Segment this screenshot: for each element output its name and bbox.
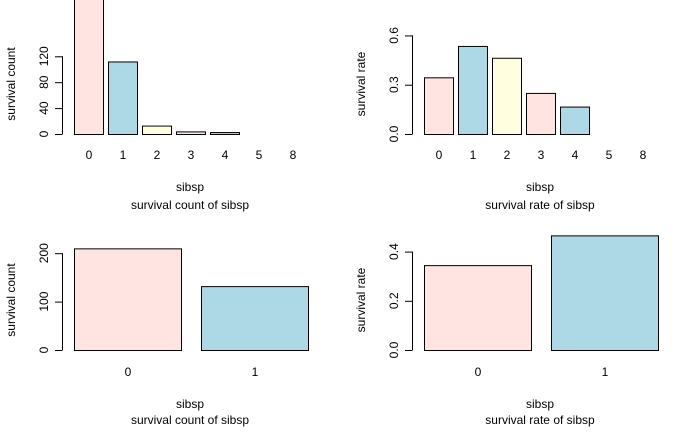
bar-0: [424, 265, 532, 352]
chart-panel-3: 0 1 0 100 200 survival count sibsp survival cou…: [4, 243, 309, 427]
x-tick-label: 0: [125, 365, 132, 379]
bar-1: [201, 286, 309, 351]
chart-title: survival count of sibsp: [131, 413, 249, 427]
x-axis-label: sibsp: [176, 180, 204, 194]
y-tick-label: 0.2: [387, 292, 401, 309]
x-axis-label: sibsp: [526, 180, 554, 194]
y-axis-label: survival rate: [354, 51, 368, 116]
y-tick-label: 80: [37, 75, 51, 89]
bar-0: [74, 0, 104, 135]
chart-title: survival rate of sibsp: [485, 413, 595, 427]
y-tick-label: 0.0: [387, 341, 401, 358]
x-axis-label: sibsp: [526, 397, 554, 411]
bar-1: [458, 45, 488, 135]
y-tick-label: 0.3: [387, 76, 401, 93]
x-tick-label: 5: [606, 148, 613, 162]
bar-0: [424, 77, 454, 135]
x-tick-label: 1: [602, 365, 609, 379]
y-tick-label: 0: [37, 130, 51, 137]
y-tick-label: 200: [37, 243, 51, 263]
bar-2: [492, 57, 522, 135]
bar-3: [176, 131, 206, 136]
y-axis-label: survival count: [4, 47, 18, 121]
chart-panel-2: 0 1 2 3 4 5 8 0.0 0.3 0.6 survival rate sibsp surviv…: [354, 27, 647, 212]
y-tick-label: 0.0: [387, 125, 401, 142]
bar-3: [526, 92, 556, 136]
x-tick-label: 4: [572, 148, 579, 162]
chart-panel-4: 0 1 0.0 0.2 0.4 survival rate sibsp survival ra…: [354, 235, 659, 427]
x-tick-label: 8: [290, 148, 297, 162]
y-tick-label: 0.4: [387, 243, 401, 260]
x-tick-label: 1: [470, 148, 477, 162]
y-tick-label: 120: [37, 46, 51, 66]
x-tick-label: 4: [222, 148, 229, 162]
x-tick-label: 0: [475, 365, 482, 379]
y-tick-label: 0: [37, 346, 51, 353]
x-tick-label: 2: [504, 148, 511, 162]
x-tick-label: 2: [154, 148, 161, 162]
y-axis-label: survival rate: [354, 267, 368, 332]
bar-2: [142, 125, 172, 136]
chart-title: survival count of sibsp: [131, 198, 249, 212]
x-tick-label: 3: [538, 148, 545, 162]
bar-1: [108, 61, 138, 135]
y-tick-label: 40: [37, 101, 51, 115]
bar-1: [551, 235, 659, 351]
x-tick-label: 5: [256, 148, 263, 162]
x-tick-label: 1: [252, 365, 259, 379]
x-axis-label: sibsp: [176, 397, 204, 411]
chart-title: survival rate of sibsp: [485, 198, 595, 212]
y-tick-label: 100: [37, 291, 51, 311]
y-tick-label: 0.6: [387, 27, 401, 44]
x-tick-label: 0: [436, 148, 443, 162]
x-tick-label: 0: [86, 148, 93, 162]
bar-0: [74, 248, 182, 351]
x-tick-label: 1: [120, 148, 127, 162]
bar-4: [560, 106, 590, 135]
x-tick-label: 8: [640, 148, 647, 162]
x-tick-label: 3: [188, 148, 195, 162]
bar-4: [210, 132, 240, 136]
y-axis-label: survival count: [4, 263, 18, 337]
